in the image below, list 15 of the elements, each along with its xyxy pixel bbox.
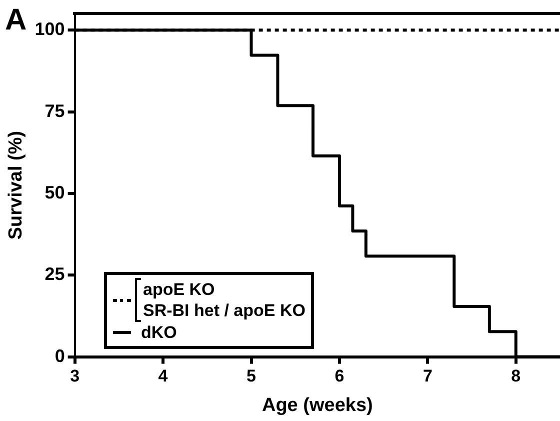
x-tick-label: 8 xyxy=(511,366,521,386)
text: A xyxy=(5,3,27,36)
y-tick-label: 0 xyxy=(54,346,65,366)
x-tick-label: 3 xyxy=(70,366,80,386)
x-tick-label: 4 xyxy=(158,366,168,386)
y-tick-label: 100 xyxy=(34,19,65,40)
x-tick-label: 7 xyxy=(422,366,432,386)
y-tick-label: 50 xyxy=(44,182,65,202)
x-tick-label: 6 xyxy=(334,366,344,386)
y-axis-title: Survival (%) xyxy=(6,130,27,240)
x-tick-label: 5 xyxy=(246,366,256,386)
y-tick-label: 75 xyxy=(44,100,65,121)
legend-label: dKO xyxy=(141,322,177,343)
y-tick-label: 25 xyxy=(44,264,65,284)
x-axis-title: Age (weeks) xyxy=(262,394,373,416)
